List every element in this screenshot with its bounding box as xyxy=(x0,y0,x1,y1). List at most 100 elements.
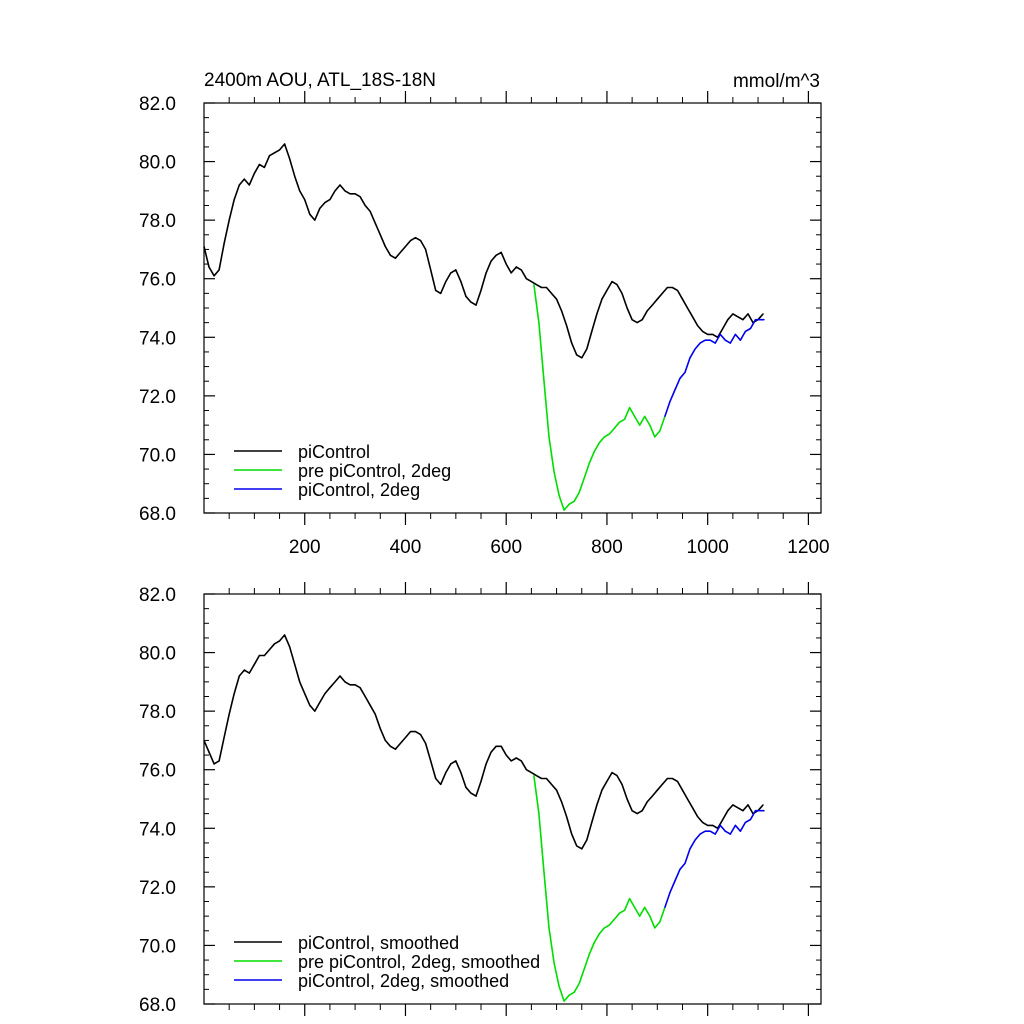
data-point xyxy=(664,906,666,909)
data-point xyxy=(588,462,590,464)
data-point xyxy=(576,354,578,356)
data-point xyxy=(737,807,739,809)
data-point xyxy=(596,313,598,315)
data-point xyxy=(515,266,517,268)
data-point xyxy=(540,286,543,289)
data-point xyxy=(548,436,550,438)
series-points-1 xyxy=(533,284,666,511)
data-point xyxy=(727,810,729,812)
data-point xyxy=(591,330,593,332)
data-point xyxy=(659,921,661,923)
data-point xyxy=(608,433,611,435)
data-point xyxy=(319,701,321,704)
data-point xyxy=(749,818,752,821)
data-point xyxy=(533,284,535,286)
data-point xyxy=(409,731,412,733)
data-point xyxy=(697,816,699,818)
data-point xyxy=(394,748,396,750)
data-point xyxy=(299,190,301,192)
data-point xyxy=(465,295,467,297)
data-point xyxy=(763,810,765,812)
y-tick-label: 68.0 xyxy=(139,504,176,525)
series-line-0 xyxy=(203,634,764,850)
data-point xyxy=(674,389,676,391)
data-point xyxy=(545,777,548,780)
data-point xyxy=(440,292,442,294)
data-point xyxy=(515,757,517,759)
data-point xyxy=(722,818,724,821)
data-point xyxy=(525,278,528,280)
data-point xyxy=(729,342,731,344)
data-point xyxy=(344,190,346,192)
data-point xyxy=(510,760,512,762)
data-point xyxy=(404,736,407,739)
top-panel-ticks: 200 400 600 800 1000 1200 68.0 70.0 72.0 74.0 76.0… xyxy=(139,91,830,558)
data-point xyxy=(676,289,679,291)
series-line-0 xyxy=(203,143,764,359)
data-point xyxy=(754,810,757,812)
data-point xyxy=(656,298,658,300)
y-tick-label: 74.0 xyxy=(139,819,176,840)
data-point xyxy=(591,821,593,824)
data-point xyxy=(543,871,545,873)
data-point xyxy=(578,982,580,985)
data-point xyxy=(639,915,641,917)
data-point xyxy=(208,751,210,753)
data-point xyxy=(455,269,457,271)
data-point xyxy=(445,281,447,283)
data-point xyxy=(573,991,575,993)
data-point xyxy=(694,348,696,350)
data-point xyxy=(538,813,540,815)
data-point xyxy=(480,780,482,783)
y-tick-label: 78.0 xyxy=(139,702,176,723)
data-point xyxy=(550,783,553,786)
data-point xyxy=(238,675,240,677)
data-point xyxy=(450,763,452,765)
data-point xyxy=(399,742,401,745)
data-point xyxy=(374,222,376,224)
data-point xyxy=(445,772,447,774)
legend-label: pre piControl, 2deg, smoothed xyxy=(298,952,540,972)
data-point xyxy=(535,284,538,286)
y-tick-label: 72.0 xyxy=(139,878,176,899)
data-point xyxy=(530,281,533,283)
y-tick-label: 70.0 xyxy=(139,936,176,957)
data-point xyxy=(744,330,747,332)
data-point xyxy=(674,880,676,882)
data-point xyxy=(279,149,281,151)
data-point xyxy=(712,333,714,335)
data-point xyxy=(558,985,560,988)
data-point xyxy=(566,325,568,327)
y-tick-label: 78.0 xyxy=(139,211,176,232)
data-point xyxy=(394,257,396,259)
data-point xyxy=(268,155,271,157)
data-point xyxy=(228,713,230,715)
data-point xyxy=(689,357,691,359)
data-point xyxy=(681,298,684,300)
data-point xyxy=(742,810,744,812)
data-point xyxy=(530,772,533,774)
data-point xyxy=(470,301,472,303)
data-point xyxy=(629,407,631,409)
y-tick-label: 76.0 xyxy=(139,270,176,291)
y-tick-label: 74.0 xyxy=(139,328,176,349)
data-point xyxy=(649,915,651,917)
data-point xyxy=(760,810,762,812)
data-point xyxy=(289,646,291,648)
legend-label: piControl, 2deg, smoothed xyxy=(298,971,509,991)
data-point xyxy=(475,304,477,306)
data-point xyxy=(223,736,225,739)
data-point xyxy=(243,178,245,180)
data-point xyxy=(762,313,764,315)
data-point xyxy=(334,190,336,192)
data-point xyxy=(763,319,765,321)
data-point xyxy=(409,240,412,242)
data-point xyxy=(656,789,658,791)
data-point xyxy=(669,401,671,403)
data-point xyxy=(636,813,638,815)
data-point xyxy=(624,418,626,420)
data-point xyxy=(435,289,437,291)
data-point xyxy=(304,693,306,695)
